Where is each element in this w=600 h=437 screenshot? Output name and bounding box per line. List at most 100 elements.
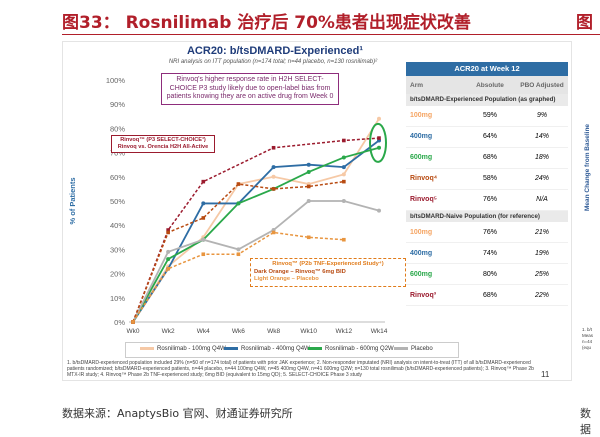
column-header-absolute: Absolute	[476, 81, 504, 89]
table-cell-absolute: 64%	[482, 133, 497, 140]
header-rule	[62, 34, 600, 35]
adjacent-figure-ylabel: Mean Change from Baseline	[584, 123, 591, 211]
data-point	[166, 228, 170, 232]
table-cell-pbo-adjusted: 9%	[536, 112, 548, 119]
table-cell-pbo-adjusted: 21%	[534, 228, 549, 236]
table-cell-arm: 600mg	[410, 270, 433, 278]
data-point	[341, 199, 346, 203]
table-row: Rinvoq⁴ 58% 24%	[406, 169, 568, 190]
data-point	[271, 230, 276, 235]
legend-item: Rosnilimab - 400mg Q4W	[224, 346, 310, 352]
legend-swatch	[140, 346, 154, 350]
slide-page-number: 11	[541, 370, 550, 379]
table-cell-arm: Rinvoq³	[410, 291, 437, 299]
table-row: 600mg 80% 25%	[406, 264, 568, 285]
data-point	[341, 165, 346, 170]
annotation-p2b-title: Rinvoq™ (P2b TNF-Experienced Study⁴)	[272, 261, 384, 267]
data-point	[377, 136, 381, 140]
y-tick-label: 60%	[110, 173, 125, 182]
data-point	[271, 187, 276, 191]
y-tick-label: 50%	[110, 197, 125, 206]
legend-item: Rosnilimab - 600mg Q2W	[308, 346, 394, 352]
data-point	[342, 179, 346, 184]
y-tick-label: 40%	[110, 221, 125, 230]
table-cell-absolute: 80%	[482, 270, 497, 278]
slide-panel: 0% 10% 20% 30% 40% 50% 60% 70% 80% 90% 100% % of Pa…	[62, 41, 572, 381]
data-point	[306, 184, 311, 189]
data-point	[342, 138, 346, 143]
footnote: 1. b/tsDMARD-experienced population incl…	[67, 360, 534, 378]
table-row: 100mg 59% 9%	[406, 106, 568, 127]
figure-title: 图33： Rosnilimab 治疗后 70%患者出现症状改善	[62, 13, 471, 33]
table-cell-arm: Rinvoq⁵	[410, 196, 438, 203]
data-point	[236, 201, 241, 206]
table-cell-pbo-adjusted: N/A	[536, 196, 548, 203]
week14-highlight-ellipse	[369, 122, 387, 163]
table-cell-absolute: 68%	[482, 154, 497, 161]
annotation-p2b-light-orange: Light Orange – Placebo	[254, 276, 319, 282]
data-point	[341, 155, 346, 160]
data-point	[201, 216, 206, 220]
acr20-line-chart: 0% 10% 20% 30% 40% 50% 60% 70% 80% 90% 100% % of Pa…	[68, 76, 388, 335]
next-figure-source: 数据	[580, 407, 591, 436]
table-cell-pbo-adjusted: 14%	[534, 133, 549, 140]
y-tick-label: 30%	[110, 245, 125, 254]
table-cell-absolute: 74%	[482, 249, 497, 257]
figure-source: 数据来源：AnaptysBio 官网、财通证券研究所	[62, 407, 293, 420]
adjacent-figure-note: 1. b/t Meas n=44 (equ	[582, 327, 593, 351]
adjacent-figure-fragment: Mean Change from Baseline 1. b/t Meas n=…	[572, 41, 600, 379]
legend-item: Placebo	[394, 346, 433, 352]
table-column-headers: Arm Absolute PBO Adjusted	[406, 76, 568, 94]
series-line	[132, 139, 380, 323]
table-section-experienced: b/tsDMARD-Experienced Population (as gra…	[406, 94, 568, 106]
x-tick-label: Wk14	[371, 328, 388, 335]
x-tick-label: Wk6	[232, 328, 245, 335]
y-tick-label: 0%	[114, 318, 125, 327]
table-cell-arm: 600mg	[410, 154, 433, 161]
annotation-open-label-bias: Rinvoq's higher response rate in H2H SEL…	[161, 73, 339, 105]
table-row: 600mg 68% 18%	[406, 148, 568, 169]
annotation-rinvoq-select-choice: Rinvoq™ (P3 SELECT-CHOICE³) Rinvoq vs. O…	[111, 135, 215, 153]
y-tick-label: 100%	[106, 76, 126, 85]
adjacent-note-line: n=44	[582, 339, 593, 344]
legend-label: Rosnilimab - 600mg Q2W	[325, 346, 394, 352]
x-tick-label: Wk8	[267, 328, 280, 335]
chart-title: ACR20: b/tsDMARD-Experienced¹	[186, 45, 364, 57]
y-tick-label: 80%	[110, 124, 125, 133]
legend-swatch	[394, 346, 408, 350]
data-point	[271, 145, 276, 150]
data-point	[306, 162, 311, 167]
data-point	[201, 237, 206, 242]
data-point	[201, 179, 206, 184]
annotation-p2b-dark-orange: Dark Orange – Rinvoq™ 6mg BID	[254, 268, 346, 275]
series-line	[132, 200, 380, 323]
table-cell-arm: 400mg	[410, 249, 433, 257]
data-point	[236, 252, 241, 257]
annotation-rinvoq-p2b: Rinvoq™ (P2b TNF-Experienced Study⁴) Dar…	[250, 258, 406, 287]
legend-label: Placebo	[411, 346, 433, 352]
data-point	[342, 237, 346, 242]
x-tick-label: Wk10	[300, 328, 317, 335]
legend-label: Rosnilimab - 100mg Q4W	[157, 346, 226, 352]
legend-item: Rosnilimab - 100mg Q4W	[140, 346, 226, 352]
data-point	[166, 230, 170, 235]
chart-subtitle: NRI analysis on ITT population (n=174 to…	[168, 59, 378, 65]
data-point	[271, 174, 276, 179]
table-cell-arm: 400mg	[410, 133, 433, 140]
column-header-pbo-adjusted: PBO Adjusted	[520, 81, 564, 89]
table-cell-arm: Rinvoq⁴	[410, 175, 438, 182]
data-point	[236, 182, 241, 186]
table-cell-pbo-adjusted: 22%	[534, 291, 549, 299]
y-tick-label: 20%	[110, 270, 125, 279]
adjacent-note-line: 1. b/t	[582, 327, 593, 332]
table-cell-pbo-adjusted: 25%	[534, 270, 549, 278]
table-cell-absolute: 68%	[482, 291, 497, 299]
legend-label: Rosnilimab - 400mg Q4W	[241, 346, 310, 352]
chart-legend: Rosnilimab - 100mg Q4W Rosnilimab - 400m…	[125, 342, 459, 358]
data-point	[271, 165, 276, 170]
x-tick-label: Wk12	[336, 328, 353, 335]
table-section-naive: b/tsDMARD-Naive Population (for referenc…	[406, 210, 568, 222]
table-cell-arm: 100mg	[410, 228, 433, 236]
series-line	[132, 118, 380, 323]
data-point	[377, 145, 381, 150]
